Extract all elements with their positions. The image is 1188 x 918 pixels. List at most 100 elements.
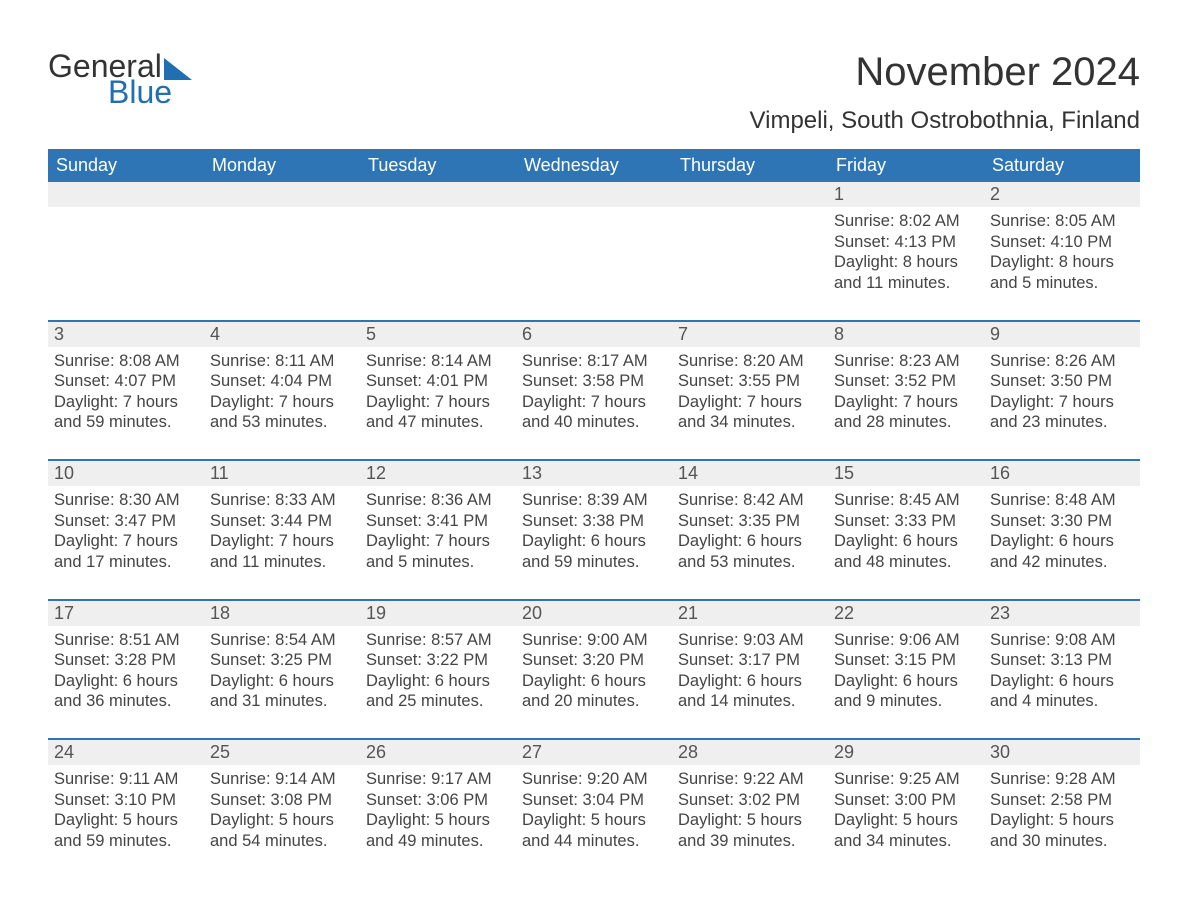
sunset-text: Sunset: 3:52 PM	[834, 371, 978, 392]
sunrise-text: Sunrise: 8:57 AM	[366, 630, 510, 651]
day-cell: Sunrise: 8:57 AMSunset: 3:22 PMDaylight:…	[360, 626, 516, 715]
sunrise-text: Sunrise: 8:51 AM	[54, 630, 198, 651]
daylight-text-line2: and 44 minutes.	[522, 831, 666, 852]
day-number	[204, 182, 360, 207]
daylight-text-line1: Daylight: 7 hours	[366, 531, 510, 552]
day-number: 22	[828, 601, 984, 626]
calendar: Sunday Monday Tuesday Wednesday Thursday…	[48, 149, 1140, 854]
daylight-text-line2: and 47 minutes.	[366, 412, 510, 433]
day-cell: Sunrise: 8:14 AMSunset: 4:01 PMDaylight:…	[360, 347, 516, 436]
daylight-text-line1: Daylight: 5 hours	[366, 810, 510, 831]
sunrise-text: Sunrise: 9:06 AM	[834, 630, 978, 651]
daylight-text-line1: Daylight: 7 hours	[990, 392, 1134, 413]
day-cell: Sunrise: 8:05 AMSunset: 4:10 PMDaylight:…	[984, 207, 1140, 296]
daylight-text-line2: and 34 minutes.	[678, 412, 822, 433]
daylight-text-line2: and 49 minutes.	[366, 831, 510, 852]
day-number: 2	[984, 182, 1140, 207]
day-number: 9	[984, 322, 1140, 347]
sunrise-text: Sunrise: 8:14 AM	[366, 351, 510, 372]
day-cell: Sunrise: 9:03 AMSunset: 3:17 PMDaylight:…	[672, 626, 828, 715]
sunrise-text: Sunrise: 8:30 AM	[54, 490, 198, 511]
sunrise-text: Sunrise: 8:45 AM	[834, 490, 978, 511]
week-row: 17181920212223Sunrise: 8:51 AMSunset: 3:…	[48, 599, 1140, 715]
daylight-text-line1: Daylight: 5 hours	[990, 810, 1134, 831]
title-block: November 2024 Vimpeli, South Ostrobothni…	[750, 50, 1140, 135]
sunset-text: Sunset: 3:50 PM	[990, 371, 1134, 392]
day-number: 28	[672, 740, 828, 765]
day-cell	[516, 207, 672, 296]
daylight-text-line2: and 17 minutes.	[54, 552, 198, 573]
sunset-text: Sunset: 3:20 PM	[522, 650, 666, 671]
day-number: 1	[828, 182, 984, 207]
sunrise-text: Sunrise: 8:20 AM	[678, 351, 822, 372]
location-text: Vimpeli, South Ostrobothnia, Finland	[750, 107, 1140, 135]
daylight-text-line1: Daylight: 6 hours	[990, 531, 1134, 552]
daylight-text-line1: Daylight: 5 hours	[834, 810, 978, 831]
day-number	[48, 182, 204, 207]
daylight-text-line2: and 23 minutes.	[990, 412, 1134, 433]
day-cell: Sunrise: 8:54 AMSunset: 3:25 PMDaylight:…	[204, 626, 360, 715]
daylight-text-line2: and 42 minutes.	[990, 552, 1134, 573]
logo: General Blue	[48, 50, 192, 108]
sunrise-text: Sunrise: 9:14 AM	[210, 769, 354, 790]
sunrise-text: Sunrise: 9:00 AM	[522, 630, 666, 651]
day-number: 16	[984, 461, 1140, 486]
daylight-text-line2: and 5 minutes.	[990, 273, 1134, 294]
day-number-strip: 10111213141516	[48, 461, 1140, 486]
weekday-sunday: Sunday	[48, 149, 204, 182]
day-cell: Sunrise: 8:42 AMSunset: 3:35 PMDaylight:…	[672, 486, 828, 575]
day-cell	[360, 207, 516, 296]
sunset-text: Sunset: 4:13 PM	[834, 232, 978, 253]
sunset-text: Sunset: 4:10 PM	[990, 232, 1134, 253]
daylight-text-line2: and 28 minutes.	[834, 412, 978, 433]
day-number	[672, 182, 828, 207]
sunrise-text: Sunrise: 8:02 AM	[834, 211, 978, 232]
sunrise-text: Sunrise: 9:25 AM	[834, 769, 978, 790]
sunset-text: Sunset: 3:08 PM	[210, 790, 354, 811]
day-number: 24	[48, 740, 204, 765]
sunset-text: Sunset: 3:33 PM	[834, 511, 978, 532]
daylight-text-line2: and 5 minutes.	[366, 552, 510, 573]
header: General Blue November 2024 Vimpeli, Sout…	[48, 50, 1140, 135]
daylight-text-line1: Daylight: 6 hours	[54, 671, 198, 692]
day-number-strip: 3456789	[48, 322, 1140, 347]
daylight-text-line2: and 11 minutes.	[834, 273, 978, 294]
sunrise-text: Sunrise: 9:08 AM	[990, 630, 1134, 651]
day-cell: Sunrise: 9:20 AMSunset: 3:04 PMDaylight:…	[516, 765, 672, 854]
day-cell	[672, 207, 828, 296]
sunset-text: Sunset: 4:04 PM	[210, 371, 354, 392]
sunset-text: Sunset: 3:15 PM	[834, 650, 978, 671]
sunrise-text: Sunrise: 8:36 AM	[366, 490, 510, 511]
daylight-text-line1: Daylight: 8 hours	[990, 252, 1134, 273]
sunset-text: Sunset: 3:00 PM	[834, 790, 978, 811]
daylight-text-line2: and 53 minutes.	[678, 552, 822, 573]
weekday-wednesday: Wednesday	[516, 149, 672, 182]
week-row: 12 Sunrise: 8:02 AMSunset: 4:13 PM Dayligh…	[48, 182, 1140, 296]
day-number: 12	[360, 461, 516, 486]
day-number: 13	[516, 461, 672, 486]
sunset-text: Sunset: 3:04 PM	[522, 790, 666, 811]
day-cell: Sunrise: 8:23 AMSunset: 3:52 PMDaylight:…	[828, 347, 984, 436]
daylight-text-line1: Daylight: 6 hours	[990, 671, 1134, 692]
daylight-text-line2: and 40 minutes.	[522, 412, 666, 433]
sunrise-text: Sunrise: 8:33 AM	[210, 490, 354, 511]
sunset-text: Sunset: 3:47 PM	[54, 511, 198, 532]
sunrise-text: Sunrise: 8:17 AM	[522, 351, 666, 372]
daylight-text-line2: and 4 minutes.	[990, 691, 1134, 712]
day-number: 18	[204, 601, 360, 626]
sunset-text: Sunset: 3:44 PM	[210, 511, 354, 532]
day-number: 30	[984, 740, 1140, 765]
day-number: 8	[828, 322, 984, 347]
day-cell: Sunrise: 8:33 AMSunset: 3:44 PMDaylight:…	[204, 486, 360, 575]
day-number: 7	[672, 322, 828, 347]
week-row: 24252627282930Sunrise: 9:11 AMSunset: 3:…	[48, 738, 1140, 854]
sunrise-text: Sunrise: 9:28 AM	[990, 769, 1134, 790]
sunset-text: Sunset: 3:13 PM	[990, 650, 1134, 671]
sunrise-text: Sunrise: 8:05 AM	[990, 211, 1134, 232]
day-number: 10	[48, 461, 204, 486]
daylight-text-line2: and 11 minutes.	[210, 552, 354, 573]
sunset-text: Sunset: 3:25 PM	[210, 650, 354, 671]
day-number: 19	[360, 601, 516, 626]
day-cell: Sunrise: 9:11 AMSunset: 3:10 PMDaylight:…	[48, 765, 204, 854]
weekday-tuesday: Tuesday	[360, 149, 516, 182]
